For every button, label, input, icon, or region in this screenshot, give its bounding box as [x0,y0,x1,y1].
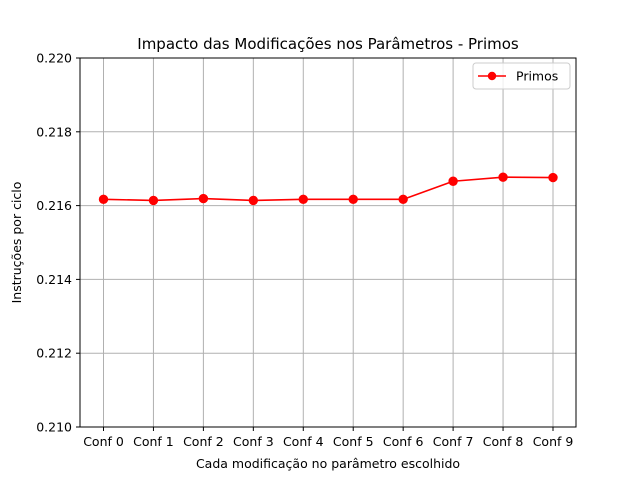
data-point [398,194,408,205]
x-tick-label: Conf 4 [283,434,324,449]
axes-frame [79,57,577,428]
data-point [248,195,259,206]
x-tick-label: Conf 8 [483,434,524,449]
data-point [148,195,159,206]
x-tick-label: Conf 1 [133,434,174,449]
data-point [98,194,109,205]
ticks-layer: Conf 0 Conf 1 Conf 2 Conf 3 Conf 4 Conf 5 Conf… [36,51,573,450]
chart-title: Impacto das Modificações nos Parâmetros … [137,35,519,53]
data-point [198,193,209,204]
legend-marker [487,71,497,81]
x-tick-label: Conf 6 [383,434,424,449]
x-axis-label: Cada modificação no parâmetro escolhido [196,456,460,471]
y-tick-label: 0.210 [36,420,72,435]
series-layer [98,172,558,206]
legend: Primos [472,62,571,90]
legend-label: Primos [516,69,558,84]
x-tick-label: Conf 5 [333,434,374,449]
y-tick-label: 0.216 [36,198,72,213]
x-tick-label: Conf 2 [183,434,224,449]
y-tick-label: 0.212 [36,346,72,361]
data-point [548,172,558,183]
y-tick-label: 0.218 [36,124,72,139]
series-line-primos [103,176,554,202]
data-point [298,194,308,205]
data-point [498,172,508,182]
x-tick-label: Conf 0 [83,434,124,449]
data-point [448,176,458,186]
y-tick-label: 0.220 [36,51,72,66]
y-tick-label: 0.214 [36,272,72,287]
data-point [348,194,358,205]
x-tick-label: Conf 7 [433,434,474,449]
y-axis-label: Instruções por ciclo [9,182,24,304]
x-tick-label: Conf 3 [233,434,274,449]
legend-box [472,62,571,90]
x-tick-label: Conf 9 [533,434,574,449]
